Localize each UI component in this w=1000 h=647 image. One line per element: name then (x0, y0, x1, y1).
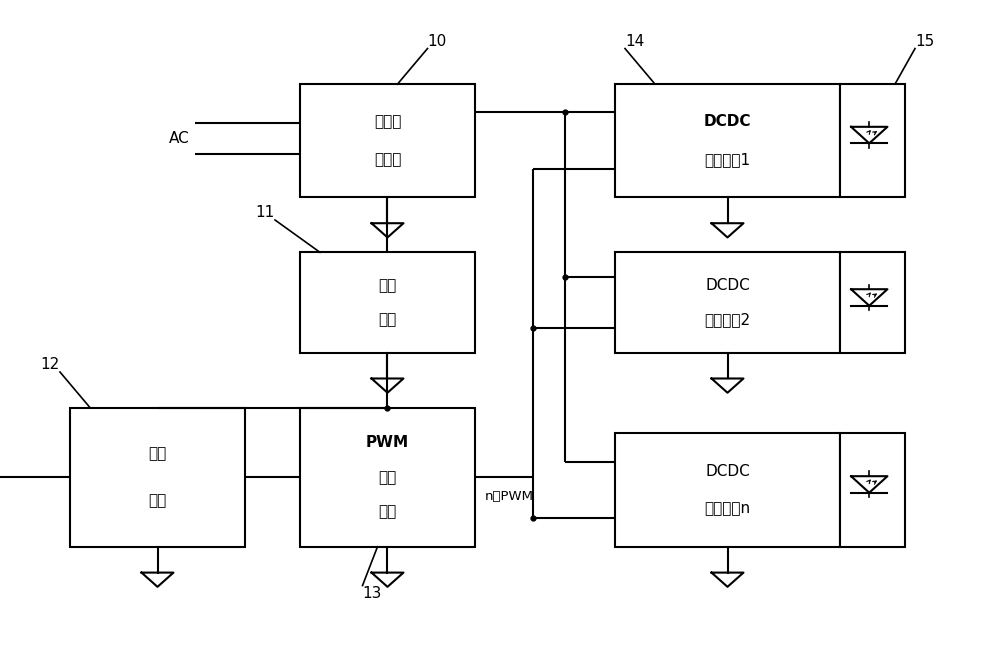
Text: 产生: 产生 (378, 470, 397, 485)
Text: AC: AC (169, 131, 190, 146)
Bar (840, 433, 905, 547)
Text: 10: 10 (427, 34, 447, 49)
Text: 14: 14 (625, 34, 644, 49)
Bar (840, 252, 905, 353)
Text: 15: 15 (915, 34, 934, 49)
Text: 电源: 电源 (378, 312, 397, 327)
Text: 12: 12 (41, 357, 60, 372)
Bar (615, 252, 840, 353)
Text: 电路: 电路 (148, 493, 167, 508)
Bar (615, 84, 840, 197)
Text: 13: 13 (362, 586, 382, 600)
Bar (70, 408, 245, 547)
Bar (300, 408, 475, 547)
Text: 恒流电路2: 恒流电路2 (704, 312, 751, 327)
Bar (840, 84, 905, 197)
Text: DCDC: DCDC (705, 278, 750, 293)
Text: DCDC: DCDC (705, 464, 750, 479)
Text: 压电源: 压电源 (374, 152, 401, 167)
Text: 电路: 电路 (378, 505, 397, 520)
Text: 恒流电路1: 恒流电路1 (704, 152, 751, 167)
Text: 辅助: 辅助 (378, 278, 397, 293)
Bar (615, 433, 840, 547)
Text: 通信: 通信 (148, 446, 167, 461)
Text: n路PWM: n路PWM (485, 490, 534, 503)
Text: 隔离恒: 隔离恒 (374, 115, 401, 129)
Text: 11: 11 (256, 205, 275, 220)
Text: DCDC: DCDC (704, 115, 751, 129)
Bar (300, 252, 475, 353)
Text: 恒流电路n: 恒流电路n (704, 501, 751, 516)
Bar (300, 84, 475, 197)
Text: PWM: PWM (366, 435, 409, 450)
